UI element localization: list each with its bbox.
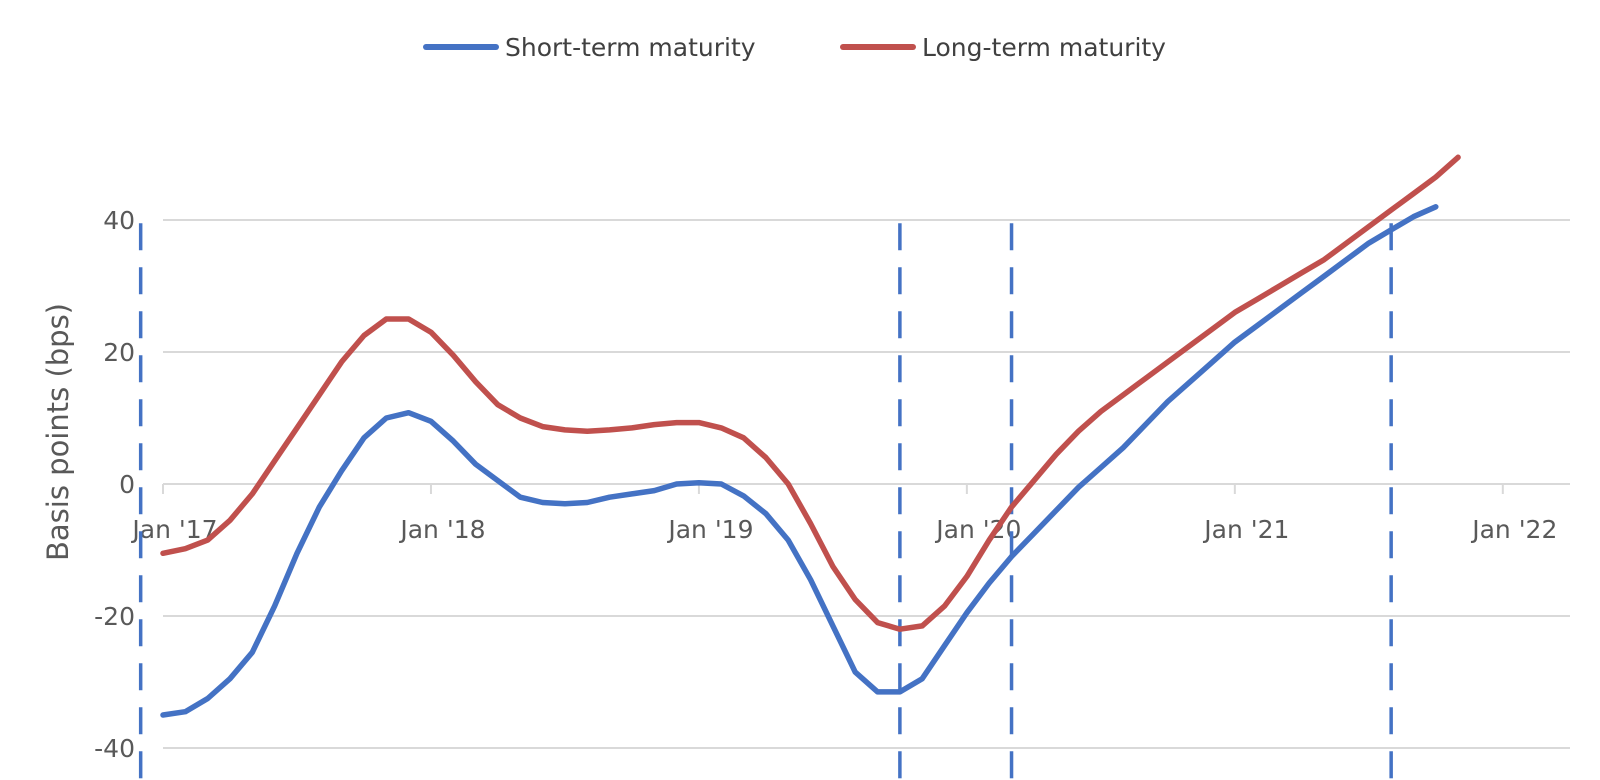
y-tick-label: -40 bbox=[94, 734, 135, 763]
series-lines bbox=[160, 154, 1461, 718]
series-line-short-term bbox=[160, 204, 1439, 718]
x-tick-label: Jan '21 bbox=[1202, 515, 1289, 544]
x-tick-label: Jan '18 bbox=[398, 515, 485, 544]
gridlines bbox=[162, 219, 1570, 749]
y-tick-label: 0 bbox=[119, 470, 135, 499]
y-axis-tick-labels: 40 20 0 -20 -40 bbox=[94, 206, 135, 763]
x-tick-label: Jan '22 bbox=[1470, 515, 1557, 544]
legend-label-long-term: Long-term maturity bbox=[922, 33, 1166, 62]
x-tick-label: Jan '20 bbox=[934, 515, 1021, 544]
y-tick-label: 40 bbox=[103, 206, 135, 235]
chart-legend: Short-term maturity Long-term maturity bbox=[423, 33, 1166, 62]
series-line-long-term bbox=[160, 154, 1461, 632]
y-axis-title: Basis points (bps) bbox=[41, 303, 75, 561]
x-tick-label: Jan '19 bbox=[666, 515, 753, 544]
legend-label-short-term: Short-term maturity bbox=[505, 33, 756, 62]
y-tick-label: 20 bbox=[103, 338, 135, 367]
reference-lines bbox=[138, 223, 1393, 780]
y-tick-label: -20 bbox=[94, 602, 135, 631]
x-axis-tick-labels: Jan '17 Jan '18 Jan '19 Jan '20 Jan '21 Jan '… bbox=[130, 515, 1557, 544]
